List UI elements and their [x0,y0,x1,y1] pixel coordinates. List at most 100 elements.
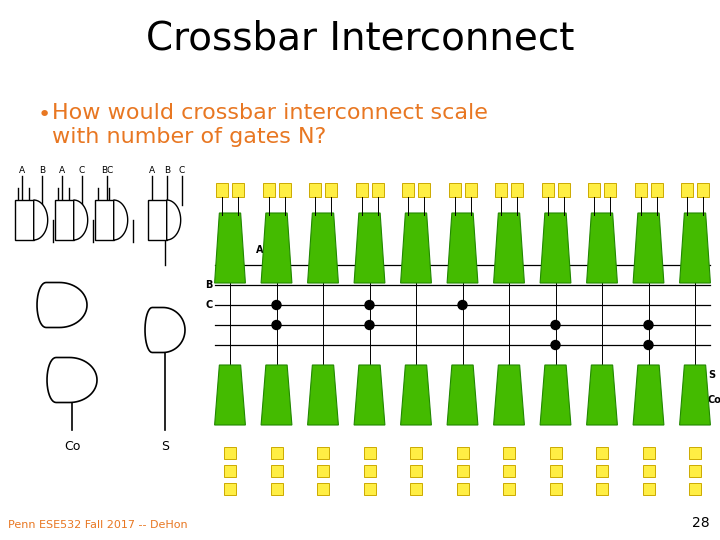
Text: BC: BC [101,166,113,175]
Bar [495,183,507,197]
Bar [503,465,515,477]
Bar [588,183,600,197]
Bar [418,183,430,197]
Polygon shape [145,307,185,353]
Polygon shape [307,365,338,425]
Bar [224,483,236,495]
FancyBboxPatch shape [148,200,167,240]
Circle shape [458,300,467,309]
Bar [317,483,329,495]
Bar [224,447,236,459]
Circle shape [365,300,374,309]
Polygon shape [680,365,711,425]
Polygon shape [587,213,618,283]
Bar [456,483,469,495]
Bar [503,483,515,495]
Polygon shape [540,365,571,425]
Text: A: A [149,166,155,175]
Polygon shape [494,365,524,425]
Bar [216,183,228,197]
Text: A: A [59,166,65,175]
Bar [410,465,422,477]
Bar [642,465,654,477]
Bar [681,183,693,197]
Polygon shape [680,213,711,283]
Circle shape [272,300,281,309]
Text: B: B [164,166,170,175]
Polygon shape [34,200,48,240]
Bar [541,183,554,197]
Bar [279,183,290,197]
Bar [410,483,422,495]
FancyBboxPatch shape [55,200,73,240]
Text: B: B [206,280,213,290]
Polygon shape [73,200,88,240]
Bar [232,183,244,197]
Polygon shape [540,213,571,283]
Bar [317,447,329,459]
Text: Co: Co [708,395,720,405]
Polygon shape [307,213,338,283]
Bar [456,447,469,459]
Circle shape [551,321,560,329]
Circle shape [365,321,374,329]
Bar [449,183,461,197]
Polygon shape [114,200,127,240]
FancyBboxPatch shape [95,200,114,240]
Polygon shape [47,357,97,402]
Text: 28: 28 [693,516,710,530]
Bar [364,465,376,477]
Text: Penn ESE532 Fall 2017 -- DeHon: Penn ESE532 Fall 2017 -- DeHon [8,520,188,530]
Polygon shape [400,213,431,283]
Bar [271,465,282,477]
Text: How would crossbar interconnect scale: How would crossbar interconnect scale [52,103,488,123]
Text: C: C [206,300,213,310]
Bar [309,183,321,197]
Polygon shape [261,365,292,425]
Bar [642,447,654,459]
Text: with number of gates N?: with number of gates N? [52,127,326,147]
Text: S: S [708,370,715,380]
Polygon shape [167,200,181,240]
Polygon shape [447,365,478,425]
Bar [456,465,469,477]
Polygon shape [494,213,524,283]
Polygon shape [37,282,87,327]
Polygon shape [354,213,385,283]
Polygon shape [215,213,246,283]
Bar [372,183,384,197]
Polygon shape [587,365,618,425]
Bar [697,183,709,197]
Circle shape [644,341,653,349]
Bar [271,483,282,495]
Bar [596,447,608,459]
Text: A: A [256,245,264,255]
Bar [604,183,616,197]
Bar [634,183,647,197]
Text: Crossbar Interconnect: Crossbar Interconnect [146,19,574,57]
Bar [689,465,701,477]
Text: Co: Co [64,440,80,453]
Bar [596,483,608,495]
Bar [503,447,515,459]
Bar [689,447,701,459]
Bar [364,483,376,495]
Polygon shape [354,365,385,425]
Text: •: • [38,105,51,125]
Polygon shape [447,213,478,283]
Bar [402,183,414,197]
Bar [263,183,274,197]
Text: C: C [79,166,85,175]
Bar [356,183,367,197]
Bar [689,483,701,495]
Text: B: B [39,166,45,175]
Bar [596,465,608,477]
Bar [464,183,477,197]
Polygon shape [400,365,431,425]
Bar [317,465,329,477]
Polygon shape [215,365,246,425]
Bar [549,447,562,459]
Bar [511,183,523,197]
Text: S: S [161,440,169,453]
Circle shape [644,321,653,329]
